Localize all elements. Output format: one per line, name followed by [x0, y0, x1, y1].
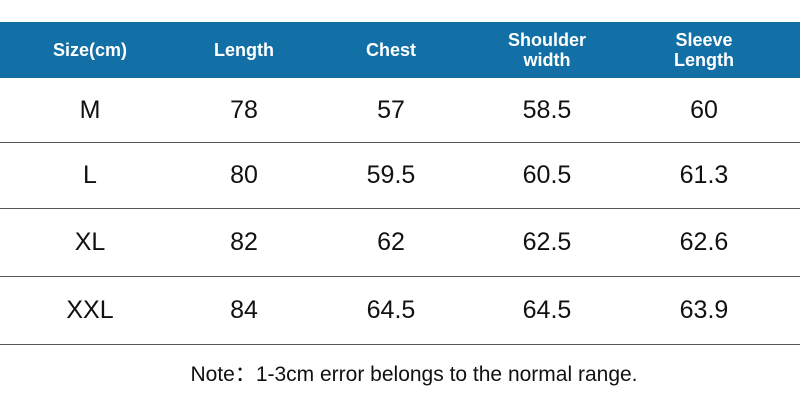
value-cell: 62.6 [679, 227, 729, 256]
header-cell: Chest [365, 40, 416, 60]
header-band [0, 22, 800, 78]
value-cell: 64.5 [522, 295, 572, 324]
value-cell: 78 [230, 95, 258, 124]
value-cell: 57 [377, 95, 405, 124]
value-cell: 82 [230, 227, 258, 256]
header-cell: Shoulder width [507, 30, 586, 70]
size-cell: XXL [66, 295, 114, 324]
value-cell: 58.5 [522, 95, 572, 124]
row-divider [0, 208, 800, 209]
value-cell: 63.9 [679, 295, 729, 324]
value-cell: 61.3 [679, 160, 729, 189]
row-divider [0, 276, 800, 277]
header-cell: Sleeve Length [674, 30, 734, 70]
value-cell: 60.5 [522, 160, 572, 189]
value-cell: 62 [377, 227, 405, 256]
value-cell: 84 [230, 295, 258, 324]
row-divider [0, 142, 800, 143]
value-cell: 80 [230, 160, 258, 189]
header-cell: Length [214, 40, 274, 60]
size-cell: M [79, 95, 101, 124]
note: Note：1-3cm error belongs to the normal r… [190, 363, 638, 386]
size-cell: L [83, 160, 97, 189]
value-cell: 64.5 [366, 295, 416, 324]
value-cell: 59.5 [366, 160, 416, 189]
value-cell: 60 [690, 95, 718, 124]
size-cell: XL [74, 227, 106, 256]
value-cell: 62.5 [522, 227, 572, 256]
row-divider [0, 344, 800, 345]
header-cell: Size(cm) [52, 40, 128, 60]
